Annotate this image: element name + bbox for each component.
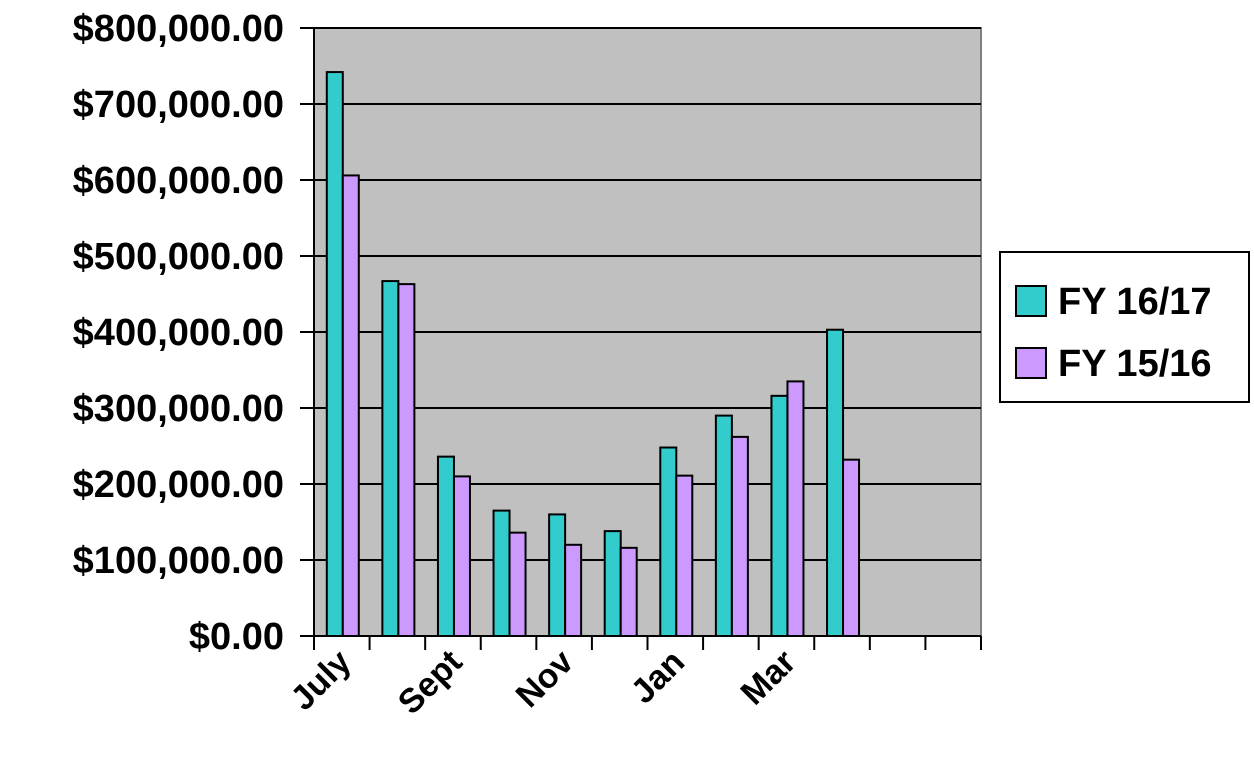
x-tick-label: Sept — [391, 643, 470, 722]
legend-swatch-fy1617 — [1015, 285, 1047, 317]
bar — [436, 455, 455, 638]
bar — [397, 283, 416, 637]
y-tick-labels: $0.00 $100,000.00 $200,000.00 $300,000.00 $4… — [73, 8, 284, 658]
bar — [714, 414, 733, 637]
legend: FY 16/17 FY 15/16 — [999, 251, 1250, 403]
y-tick-label: $400,000.00 — [73, 312, 284, 354]
y-tick-label: $500,000.00 — [73, 236, 284, 278]
y-tick-label: $800,000.00 — [73, 8, 284, 50]
y-tick-label: $300,000.00 — [73, 388, 284, 430]
bars — [325, 71, 861, 638]
gridlines — [314, 27, 981, 561]
bar — [675, 474, 694, 638]
bar — [452, 475, 471, 637]
y-tick-label: $600,000.00 — [73, 160, 284, 202]
axes — [300, 27, 982, 650]
bar — [381, 280, 400, 637]
legend-label-fy1516: FY 15/16 — [1058, 343, 1212, 385]
bar — [826, 328, 845, 637]
bar — [619, 546, 638, 638]
bar — [730, 435, 749, 637]
bar — [325, 71, 344, 637]
bar — [842, 458, 861, 637]
bar — [603, 530, 622, 637]
y-tick-label: $0.00 — [189, 616, 284, 658]
bar — [548, 513, 567, 638]
bar — [508, 531, 527, 638]
bar — [786, 380, 805, 637]
x-tick-label: Mar — [734, 643, 804, 713]
y-tick-label: $200,000.00 — [73, 464, 284, 506]
x-tick-label: Nov — [509, 643, 581, 715]
bar — [492, 509, 511, 638]
bar — [341, 174, 360, 637]
legend-label-fy1617: FY 16/17 — [1058, 281, 1212, 323]
legend-swatch-fy1516 — [1015, 347, 1047, 379]
x-tick-labels: July Sept Nov Jan Mar — [284, 643, 804, 722]
x-tick-label: July — [284, 643, 359, 718]
bar — [770, 394, 789, 637]
x-tick-label: Jan — [624, 643, 692, 711]
bar — [564, 543, 583, 637]
y-tick-label: $100,000.00 — [73, 540, 284, 582]
y-tick-label: $700,000.00 — [73, 84, 284, 126]
bar — [659, 446, 678, 637]
